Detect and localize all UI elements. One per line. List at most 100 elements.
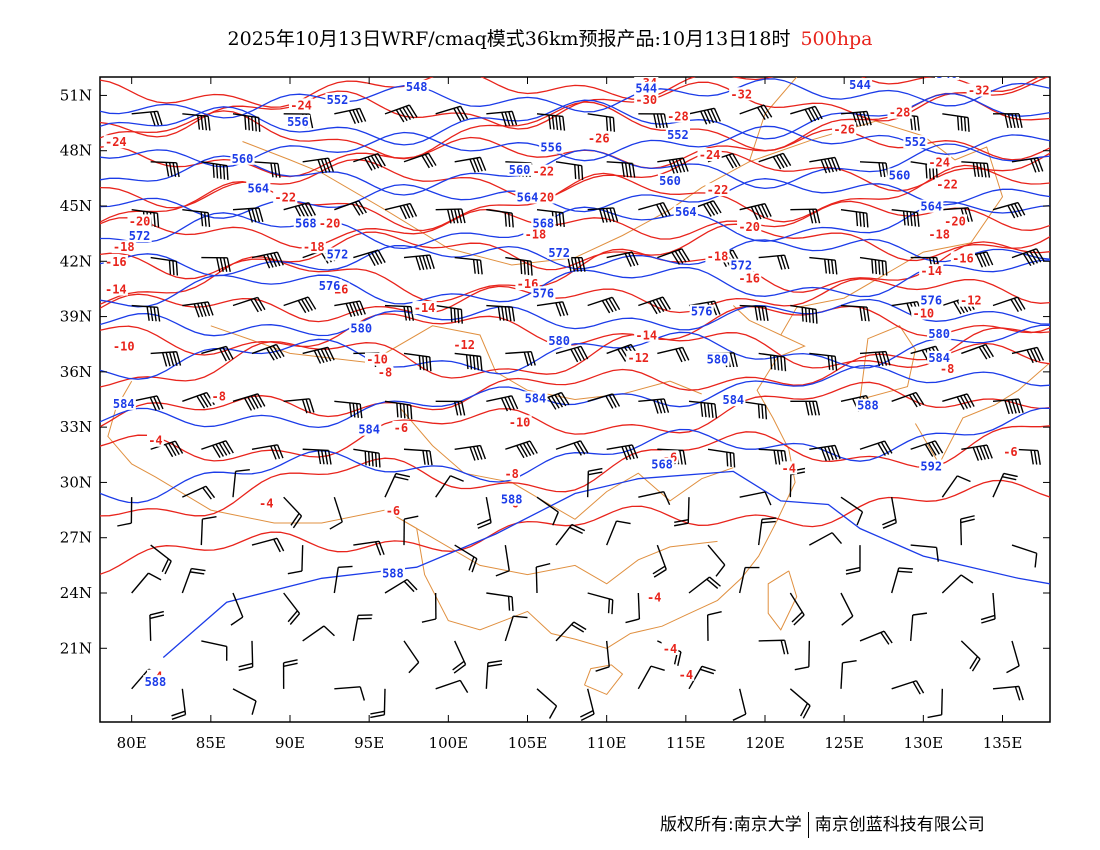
wind-barb [587, 393, 621, 409]
wind-barb [960, 640, 981, 672]
wind-barb-feather [469, 158, 476, 173]
temperature-label-bg [503, 466, 521, 480]
height-label: 592 [920, 460, 942, 474]
wind-barb-feather [257, 393, 266, 407]
wind-barb-feather [616, 520, 631, 525]
wind-barb-feather [631, 251, 639, 266]
wind-barb-feather [916, 116, 920, 131]
wind-barb [201, 161, 229, 180]
temperature-label: -6 [394, 421, 408, 435]
wind-barb-feather [472, 259, 476, 274]
wind-barb-feather [956, 300, 965, 314]
wind-barb-feather [983, 163, 987, 178]
temperature-label: -20 [738, 220, 760, 234]
wind-barb-feather [457, 308, 460, 324]
wind-barb-feather [266, 254, 274, 268]
wind-barb-feather [605, 116, 609, 131]
wind-barb-feather [156, 395, 164, 410]
wind-barb-feather [906, 302, 913, 317]
wind-barb [131, 395, 164, 411]
wind-barb-feather [287, 570, 303, 575]
temperature-label: -10 [366, 353, 388, 367]
wind-barb-staff [859, 630, 885, 642]
wind-barb [334, 200, 367, 216]
wind-barb-feather [550, 395, 560, 409]
wind-barb-feather [396, 402, 399, 418]
wind-barb [555, 161, 584, 180]
wind-barb [587, 296, 621, 314]
wind-barb-staff [758, 639, 785, 642]
temperature-label: -22 [532, 165, 554, 179]
height-label-bg [665, 127, 691, 141]
wind-barb-staff [960, 640, 981, 660]
wind-barb-feather [370, 714, 385, 719]
wind-barb-feather [764, 491, 772, 506]
wind-barb [845, 545, 861, 575]
wind-barb-feather [956, 115, 960, 131]
wind-barb [384, 400, 413, 420]
y-tick-label: 21N [60, 639, 92, 657]
wind-barb-staff [333, 496, 343, 523]
wind-barb [961, 161, 991, 178]
temperature-label-bg [111, 240, 136, 254]
wind-barb-feather [276, 444, 284, 459]
wind-barb-feather [981, 345, 991, 359]
wind-barb-staff [657, 157, 684, 163]
wind-barb-feather [713, 300, 721, 315]
wind-barb-feather [250, 299, 259, 313]
wind-barb-feather [808, 308, 811, 323]
wind-barb-feather [251, 700, 257, 715]
wind-barb-feather [429, 356, 432, 372]
wind-barb-staff [232, 296, 258, 307]
wind-barb-feather [450, 475, 464, 482]
wind-barb-feather [880, 441, 890, 455]
wind-barb-feather [624, 162, 629, 178]
wind-barb-feather [706, 109, 715, 124]
wind-barb-feather [323, 347, 332, 362]
wind-barb-staff [840, 208, 867, 214]
wind-barb-feather [519, 444, 528, 458]
wind-barb [403, 254, 435, 271]
wind-barb-feather [605, 208, 612, 223]
wind-barb-feather [219, 257, 224, 272]
wind-barb-feather [253, 394, 263, 408]
wind-barb-feather [820, 447, 827, 462]
wind-barb-feather [226, 165, 229, 180]
height-label: 588 [382, 566, 404, 580]
wind-barb-feather [307, 296, 317, 310]
wind-barb-feather [406, 404, 409, 419]
wind-barb-feather [273, 163, 278, 178]
wind-barb-feather [986, 251, 994, 266]
temperature-label-bg [737, 271, 762, 285]
wind-barb-staff [353, 448, 380, 454]
wind-barb-feather [378, 541, 385, 555]
wind-barb-feather [418, 355, 422, 370]
wind-barb [435, 679, 469, 693]
wind-barb-feather [845, 570, 861, 575]
wind-barb-feather [410, 404, 413, 420]
wind-barb-staff [131, 110, 158, 115]
wind-barb-feather [934, 440, 944, 454]
temperature-label-bg [938, 361, 956, 375]
height-isoline [100, 324, 1050, 380]
wind-barb-feather [408, 104, 418, 118]
height-label-bg [357, 422, 382, 436]
wind-barb-feather [558, 302, 565, 316]
wind-barb-staff [738, 567, 746, 594]
wind-barb-feather [574, 257, 579, 272]
wind-barb-feather [924, 443, 934, 457]
height-label: 564 [675, 205, 697, 219]
wind-barb-feather [772, 156, 782, 170]
wind-barb [555, 345, 589, 363]
wind-barb-staff [181, 688, 187, 715]
wind-barb [495, 544, 510, 577]
wind-barb-feather [168, 162, 173, 177]
wind-barb-staff [1011, 346, 1038, 355]
wind-barb-staff [809, 156, 836, 163]
wind-barb-feather [193, 303, 200, 318]
y-tick-label: 30N [60, 473, 92, 491]
wind-barb-staff [840, 110, 867, 115]
height-label-bg [111, 396, 136, 410]
wind-barb-feather [1006, 665, 1020, 674]
wind-barb-feather [773, 355, 776, 370]
